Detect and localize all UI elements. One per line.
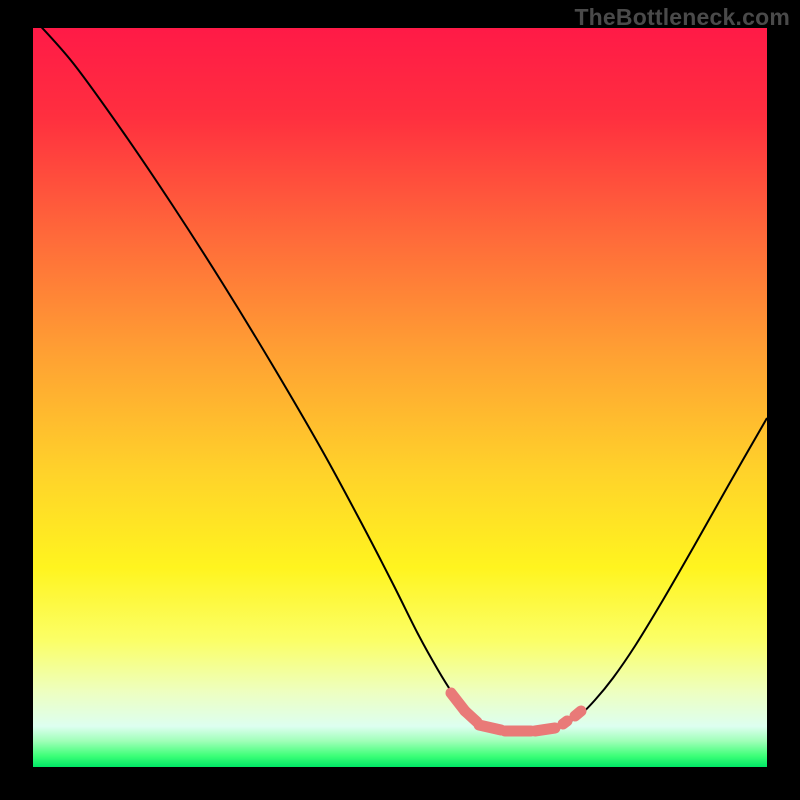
curve-svg bbox=[33, 28, 767, 767]
marker-segment bbox=[465, 711, 477, 722]
marker-segment bbox=[535, 728, 555, 731]
optimal-range-marker bbox=[451, 693, 581, 731]
chart-frame: TheBottleneck.com bbox=[0, 0, 800, 800]
marker-segment bbox=[575, 711, 581, 716]
watermark-text: TheBottleneck.com bbox=[574, 4, 790, 31]
marker-segment bbox=[563, 721, 567, 724]
bottleneck-curve bbox=[33, 28, 767, 731]
plot-area bbox=[33, 28, 767, 767]
marker-segment bbox=[479, 725, 501, 730]
